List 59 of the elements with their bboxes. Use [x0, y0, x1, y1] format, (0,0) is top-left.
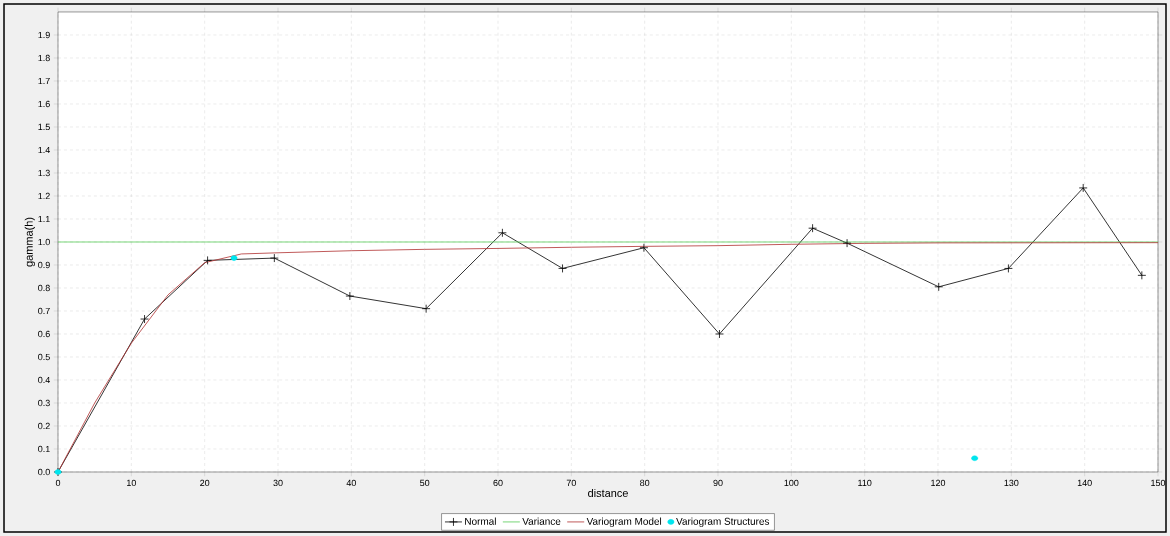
x-tick-label: 60: [493, 479, 503, 487]
point: [558, 264, 567, 273]
y-tick-label: 0.5: [38, 353, 50, 361]
x-tick-label: 20: [200, 479, 210, 487]
point: [498, 228, 507, 238]
point: [203, 255, 212, 265]
point: [715, 329, 724, 339]
y-tick-label: 0.4: [38, 376, 50, 384]
x-tick-label: 70: [566, 479, 576, 487]
x-tick-label: 40: [346, 479, 356, 487]
x-tick-label: 140: [1077, 479, 1092, 487]
x-tick-label: 50: [420, 479, 430, 487]
point: [269, 253, 279, 263]
x-axis-title: distance: [588, 488, 628, 497]
y-tick-label: 1.5: [38, 123, 50, 131]
x-tick-label: 90: [713, 479, 723, 487]
x-tick-label: 80: [640, 479, 650, 487]
x-tick-label: 100: [784, 479, 799, 487]
y-tick-label: 0.2: [38, 422, 50, 430]
y-tick-label: 0.6: [38, 330, 50, 338]
point: [842, 238, 852, 248]
y-tick-label: 1.4: [38, 146, 50, 154]
x-tick-label: 30: [273, 479, 283, 487]
x-tick-label: 110: [858, 479, 872, 487]
point: [808, 223, 817, 233]
point: [230, 255, 238, 261]
y-tick-label: 0.8: [38, 284, 50, 292]
point: [421, 304, 431, 314]
y-tick-label: 1.7: [38, 77, 50, 85]
y-tick-label: 1.9: [38, 31, 50, 39]
y-tick-label: 0.0: [38, 468, 50, 476]
y-tick-label: 0.1: [38, 445, 50, 453]
y-tick-label: 1.1: [38, 215, 50, 223]
point: [639, 243, 649, 253]
y-tick-label: 1.6: [38, 100, 50, 108]
legend-label: Variogram Structures: [676, 517, 770, 527]
x-tick-label: 10: [127, 479, 136, 487]
legend-label: Variance: [522, 517, 561, 525]
y-tick-label: 1.3: [38, 169, 50, 177]
y-tick-label: 0.3: [38, 399, 50, 407]
point: [1004, 264, 1013, 273]
x-tick-label: 150: [1151, 479, 1166, 487]
y-tick-label: 0.7: [38, 307, 50, 315]
y-tick-label: 1.0: [38, 238, 50, 246]
y-axis-title: gamma(h): [24, 217, 35, 267]
legend-label: Normal: [465, 517, 496, 525]
legend-label: Variogram Model: [586, 517, 662, 527]
point: [971, 455, 979, 461]
x-tick-label: 0: [55, 479, 61, 487]
point: [1078, 183, 1088, 193]
point: [934, 282, 944, 292]
y-tick-label: 1.2: [38, 192, 50, 200]
x-tick-label: 130: [1004, 479, 1019, 487]
point: [345, 291, 355, 301]
y-tick-label: 1.8: [38, 54, 50, 62]
point: [1137, 270, 1147, 280]
x-tick-label: 120: [931, 479, 946, 487]
y-tick-label: 0.9: [38, 261, 50, 269]
point: [140, 314, 149, 324]
